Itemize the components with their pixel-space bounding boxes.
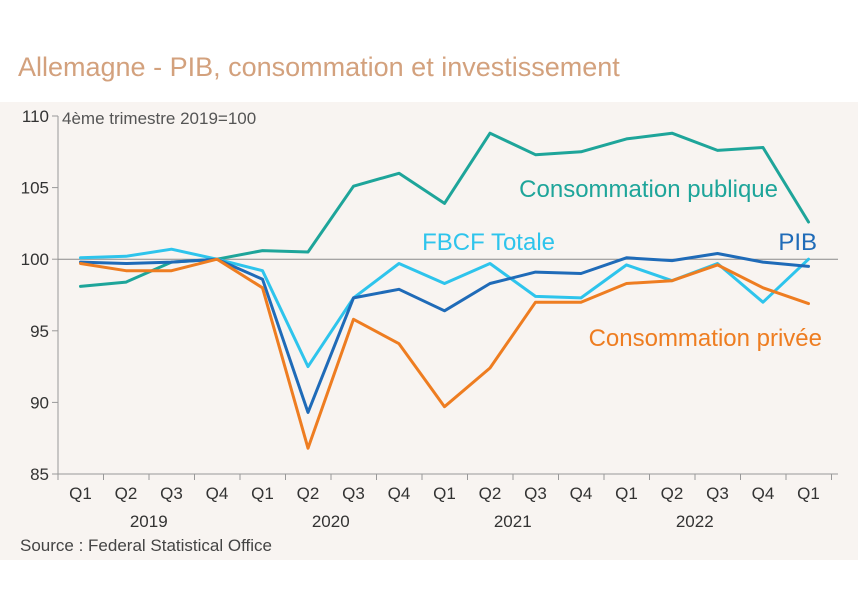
x-axis: Q1 Q2 Q3 Q4 Q1 Q2 Q3 Q4 Q1 Q2 Q3 Q4 Q1 Q2 Q3 Q4 Q1 2019 20… <box>57 473 838 531</box>
series-label: PIB <box>778 229 817 256</box>
y-tick-label: 105 <box>21 179 49 198</box>
x-year-label: 2022 <box>676 512 714 531</box>
x-tick-label: Q1 <box>69 484 92 503</box>
x-tick-label: Q1 <box>433 484 456 503</box>
chart-title: Allemagne - PIB, consommation et investi… <box>18 52 620 82</box>
x-tick-label: Q4 <box>570 484 593 503</box>
series-line-consommation-prive <box>79 257 810 450</box>
series-label: Consommation publique <box>519 176 778 203</box>
series-line-consommation-publique <box>79 131 810 288</box>
line-chart: 85 90 95 100 105 110 Q1 Q2 Q3 Q4 Q1 Q2 Q3 Q4 Q1 Q2 Q3 Q4… <box>21 107 838 531</box>
x-tick-label: Q3 <box>160 484 183 503</box>
x-tick-label: Q2 <box>661 484 684 503</box>
chart-subtitle: 4ème trimestre 2019=100 <box>62 109 256 128</box>
y-tick-label: 110 <box>22 107 49 126</box>
x-year-label: 2020 <box>312 512 350 531</box>
x-tick-label: Q2 <box>479 484 502 503</box>
series-lines <box>79 131 810 450</box>
y-tick-label: 85 <box>30 465 49 484</box>
x-tick-label: Q4 <box>206 484 229 503</box>
source-note: Source : Federal Statistical Office <box>20 536 272 555</box>
y-axis: 85 90 95 100 105 110 <box>21 107 59 484</box>
x-tick-label: Q3 <box>706 484 729 503</box>
x-tick-label: Q1 <box>251 484 274 503</box>
y-tick-label: 95 <box>30 322 49 341</box>
series-label: FBCF Totale <box>422 229 555 256</box>
series-labels: Consommation publique FBCF Totale PIB Conso… <box>422 176 822 352</box>
y-tick-label: 100 <box>21 250 49 269</box>
x-tick-label: Q1 <box>615 484 638 503</box>
series-label: Consommation privée <box>589 325 822 352</box>
x-tick-label: Q1 <box>797 484 820 503</box>
x-year-label: 2019 <box>130 512 168 531</box>
x-tick-label: Q2 <box>115 484 138 503</box>
x-tick-label: Q3 <box>524 484 547 503</box>
x-tick-label: Q4 <box>388 484 411 503</box>
x-tick-label: Q3 <box>342 484 365 503</box>
series-line-pib <box>79 252 810 414</box>
x-tick-label: Q2 <box>297 484 320 503</box>
x-year-label: 2021 <box>494 512 532 531</box>
x-tick-label: Q4 <box>752 484 775 503</box>
y-tick-label: 90 <box>30 393 49 412</box>
chart-panel <box>0 102 858 560</box>
